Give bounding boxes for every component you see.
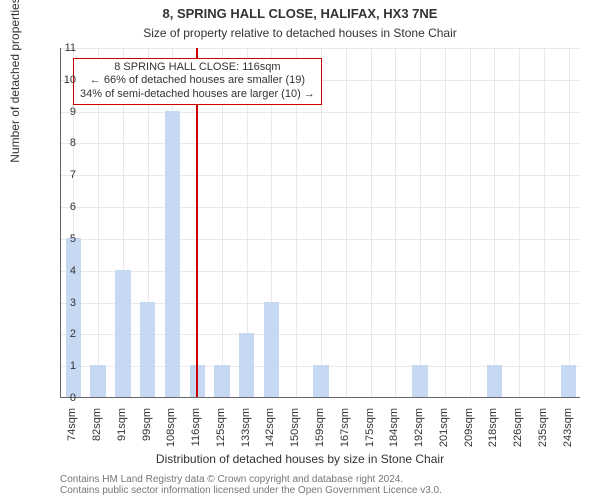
gridline-v [569,48,570,397]
y-tick: 9 [46,106,76,118]
gridline-v [395,48,396,397]
y-tick: 4 [46,265,76,277]
gridline-v [544,48,545,397]
chart-title-line1: 8, SPRING HALL CLOSE, HALIFAX, HX3 7NE [0,6,600,21]
gridline-v [346,48,347,397]
x-tick: 167sqm [339,408,351,468]
annotation-line2: ← 66% of detached houses are smaller (19… [80,74,315,88]
annotation-box: 8 SPRING HALL CLOSE: 116sqm ← 66% of det… [73,58,322,105]
chart-title-line2: Size of property relative to detached ho… [0,26,600,40]
bar [487,365,502,397]
x-tick: 218sqm [487,408,499,468]
gridline-v [420,48,421,397]
y-tick: 6 [46,201,76,213]
x-tick: 116sqm [190,408,202,468]
annotation-line1: 8 SPRING HALL CLOSE: 116sqm [80,61,315,75]
gridline-v [445,48,446,397]
bar [140,302,155,397]
y-tick: 0 [46,392,76,404]
x-tick: 209sqm [463,408,475,468]
x-tick: 91sqm [116,408,128,468]
x-tick: 125sqm [215,408,227,468]
bar [239,333,254,397]
x-tick: 99sqm [141,408,153,468]
gridline-v [494,48,495,397]
gridline-v [519,48,520,397]
x-tick: 108sqm [165,408,177,468]
annotation-line3: 34% of semi-detached houses are larger (… [80,88,315,102]
y-tick: 11 [46,42,76,54]
x-tick: 235sqm [537,408,549,468]
gridline-v [371,48,372,397]
x-tick: 82sqm [91,408,103,468]
bar [264,302,279,397]
x-tick: 142sqm [264,408,276,468]
footnote-line2: Contains public sector information licen… [60,485,600,496]
bar [90,365,105,397]
y-tick: 2 [46,328,76,340]
bar [115,270,130,397]
footnote: Contains HM Land Registry data © Crown c… [60,474,600,496]
y-tick: 3 [46,297,76,309]
x-tick: 175sqm [364,408,376,468]
y-tick: 10 [46,74,76,86]
footnote-line1: Contains HM Land Registry data © Crown c… [60,474,600,485]
y-tick: 5 [46,233,76,245]
x-tick: 184sqm [388,408,400,468]
x-tick: 192sqm [413,408,425,468]
bar [561,365,576,397]
x-tick: 150sqm [289,408,301,468]
x-tick: 226sqm [512,408,524,468]
bar [412,365,427,397]
y-axis-label: Number of detached properties [8,0,22,330]
x-tick: 159sqm [314,408,326,468]
gridline-v [470,48,471,397]
y-tick: 7 [46,169,76,181]
bar [165,111,180,397]
plot-area: 8 SPRING HALL CLOSE: 116sqm ← 66% of det… [60,48,580,398]
y-tick: 8 [46,137,76,149]
y-tick: 1 [46,360,76,372]
x-tick: 243sqm [562,408,574,468]
x-tick: 74sqm [66,408,78,468]
bar [214,365,229,397]
x-tick: 201sqm [438,408,450,468]
bar [313,365,328,397]
bar [66,238,81,397]
x-tick: 133sqm [240,408,252,468]
